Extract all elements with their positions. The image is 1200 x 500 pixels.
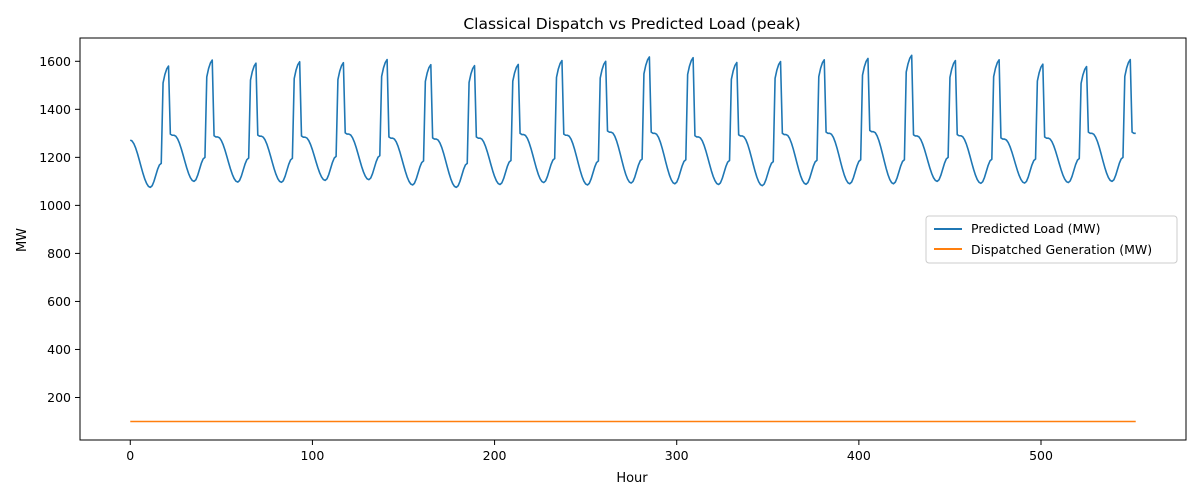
x-tick-label: 100 bbox=[300, 448, 324, 463]
y-tick-label: 1200 bbox=[39, 150, 71, 165]
plot-lines bbox=[129, 54, 1136, 423]
legend: Predicted Load (MW) Dispatched Generatio… bbox=[925, 215, 1178, 264]
y-axis-ticks: 200 400 600 800 1000 1200 1400 1600 bbox=[39, 54, 80, 405]
y-tick-label: 1600 bbox=[39, 54, 71, 69]
x-tick-label: 500 bbox=[1029, 448, 1053, 463]
x-axis-ticks: 0 100 200 300 400 500 bbox=[126, 440, 1053, 463]
x-axis-label: Hour bbox=[616, 471, 648, 486]
y-tick-label: 1000 bbox=[39, 198, 71, 213]
x-tick-label: 0 bbox=[126, 448, 134, 463]
x-tick-label: 300 bbox=[665, 448, 689, 463]
plot-frame bbox=[79, 37, 1187, 441]
y-tick-label: 200 bbox=[47, 390, 71, 405]
y-axis-label: MW bbox=[15, 228, 30, 252]
legend-box bbox=[925, 215, 1178, 264]
y-tick-label: 400 bbox=[47, 342, 71, 357]
legend-label-dispatched-generation: Dispatched Generation (MW) bbox=[971, 242, 1152, 257]
legend-label-predicted-load: Predicted Load (MW) bbox=[971, 221, 1101, 236]
x-tick-label: 400 bbox=[847, 448, 871, 463]
x-tick-label: 200 bbox=[483, 448, 507, 463]
y-tick-label: 1400 bbox=[39, 102, 71, 117]
y-tick-label: 600 bbox=[47, 294, 71, 309]
y-tick-label: 800 bbox=[47, 246, 71, 261]
chart-title: Classical Dispatch vs Predicted Load (pe… bbox=[463, 15, 800, 33]
series-line-predicted-load bbox=[129, 54, 1136, 189]
